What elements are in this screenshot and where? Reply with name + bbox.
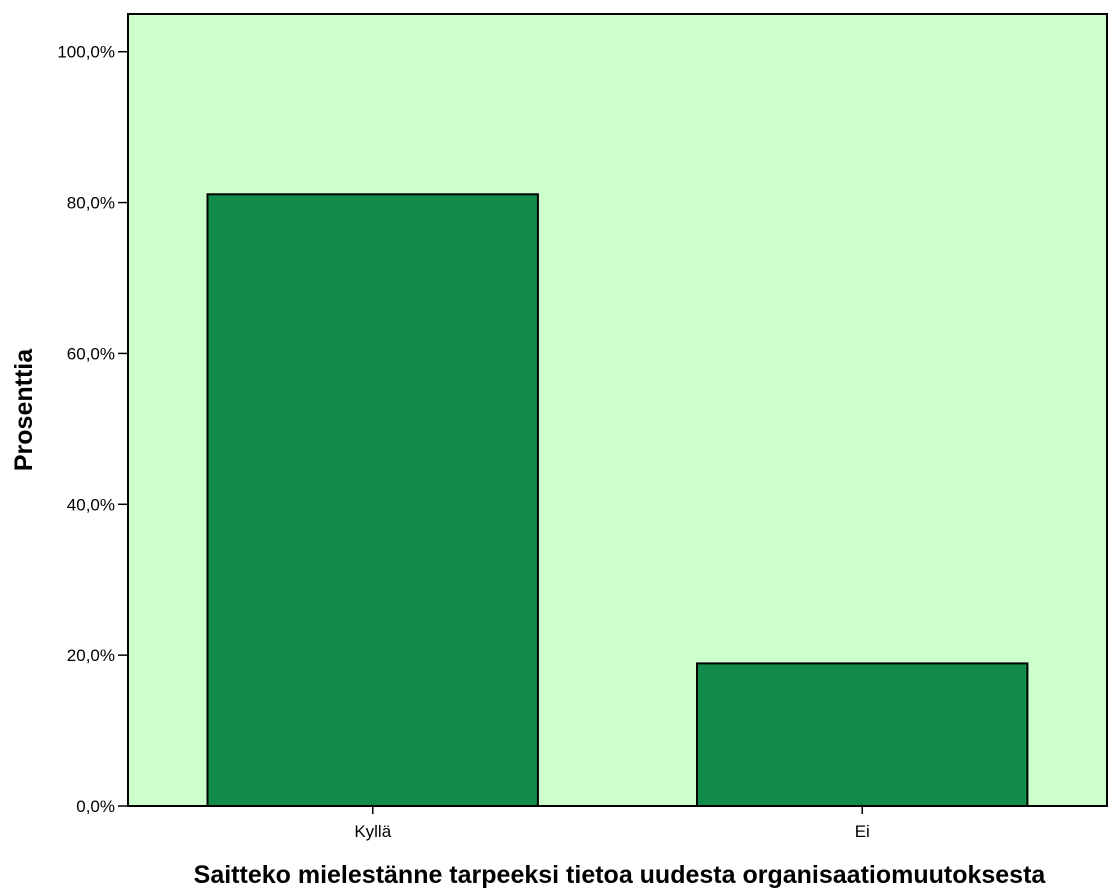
y-tick-label-4: 80,0% bbox=[67, 194, 115, 213]
bar-1 bbox=[696, 662, 1029, 808]
x-axis-ticks: Kyllä Ei bbox=[354, 806, 870, 841]
y-tick-label-2: 40,0% bbox=[67, 495, 115, 514]
bars bbox=[206, 193, 1029, 808]
x-axis-title: Saitteko mielestänne tarpeeksi tietoa uu… bbox=[194, 861, 1047, 889]
y-tick-label-3: 60,0% bbox=[67, 344, 115, 363]
y-tick-label-5: 100,0% bbox=[57, 43, 115, 62]
y-axis-ticks: 0,0% 20,0% 40,0% 60,0% 80,0% 100,0% bbox=[57, 43, 128, 816]
x-tick-label-1: Ei bbox=[855, 822, 870, 841]
y-axis-title: Prosenttia bbox=[10, 348, 38, 471]
x-tick-label-0: Kyllä bbox=[354, 822, 391, 841]
y-tick-label-1: 20,0% bbox=[67, 646, 115, 665]
bar-0 bbox=[206, 193, 539, 808]
y-tick-label-0: 0,0% bbox=[76, 797, 115, 816]
